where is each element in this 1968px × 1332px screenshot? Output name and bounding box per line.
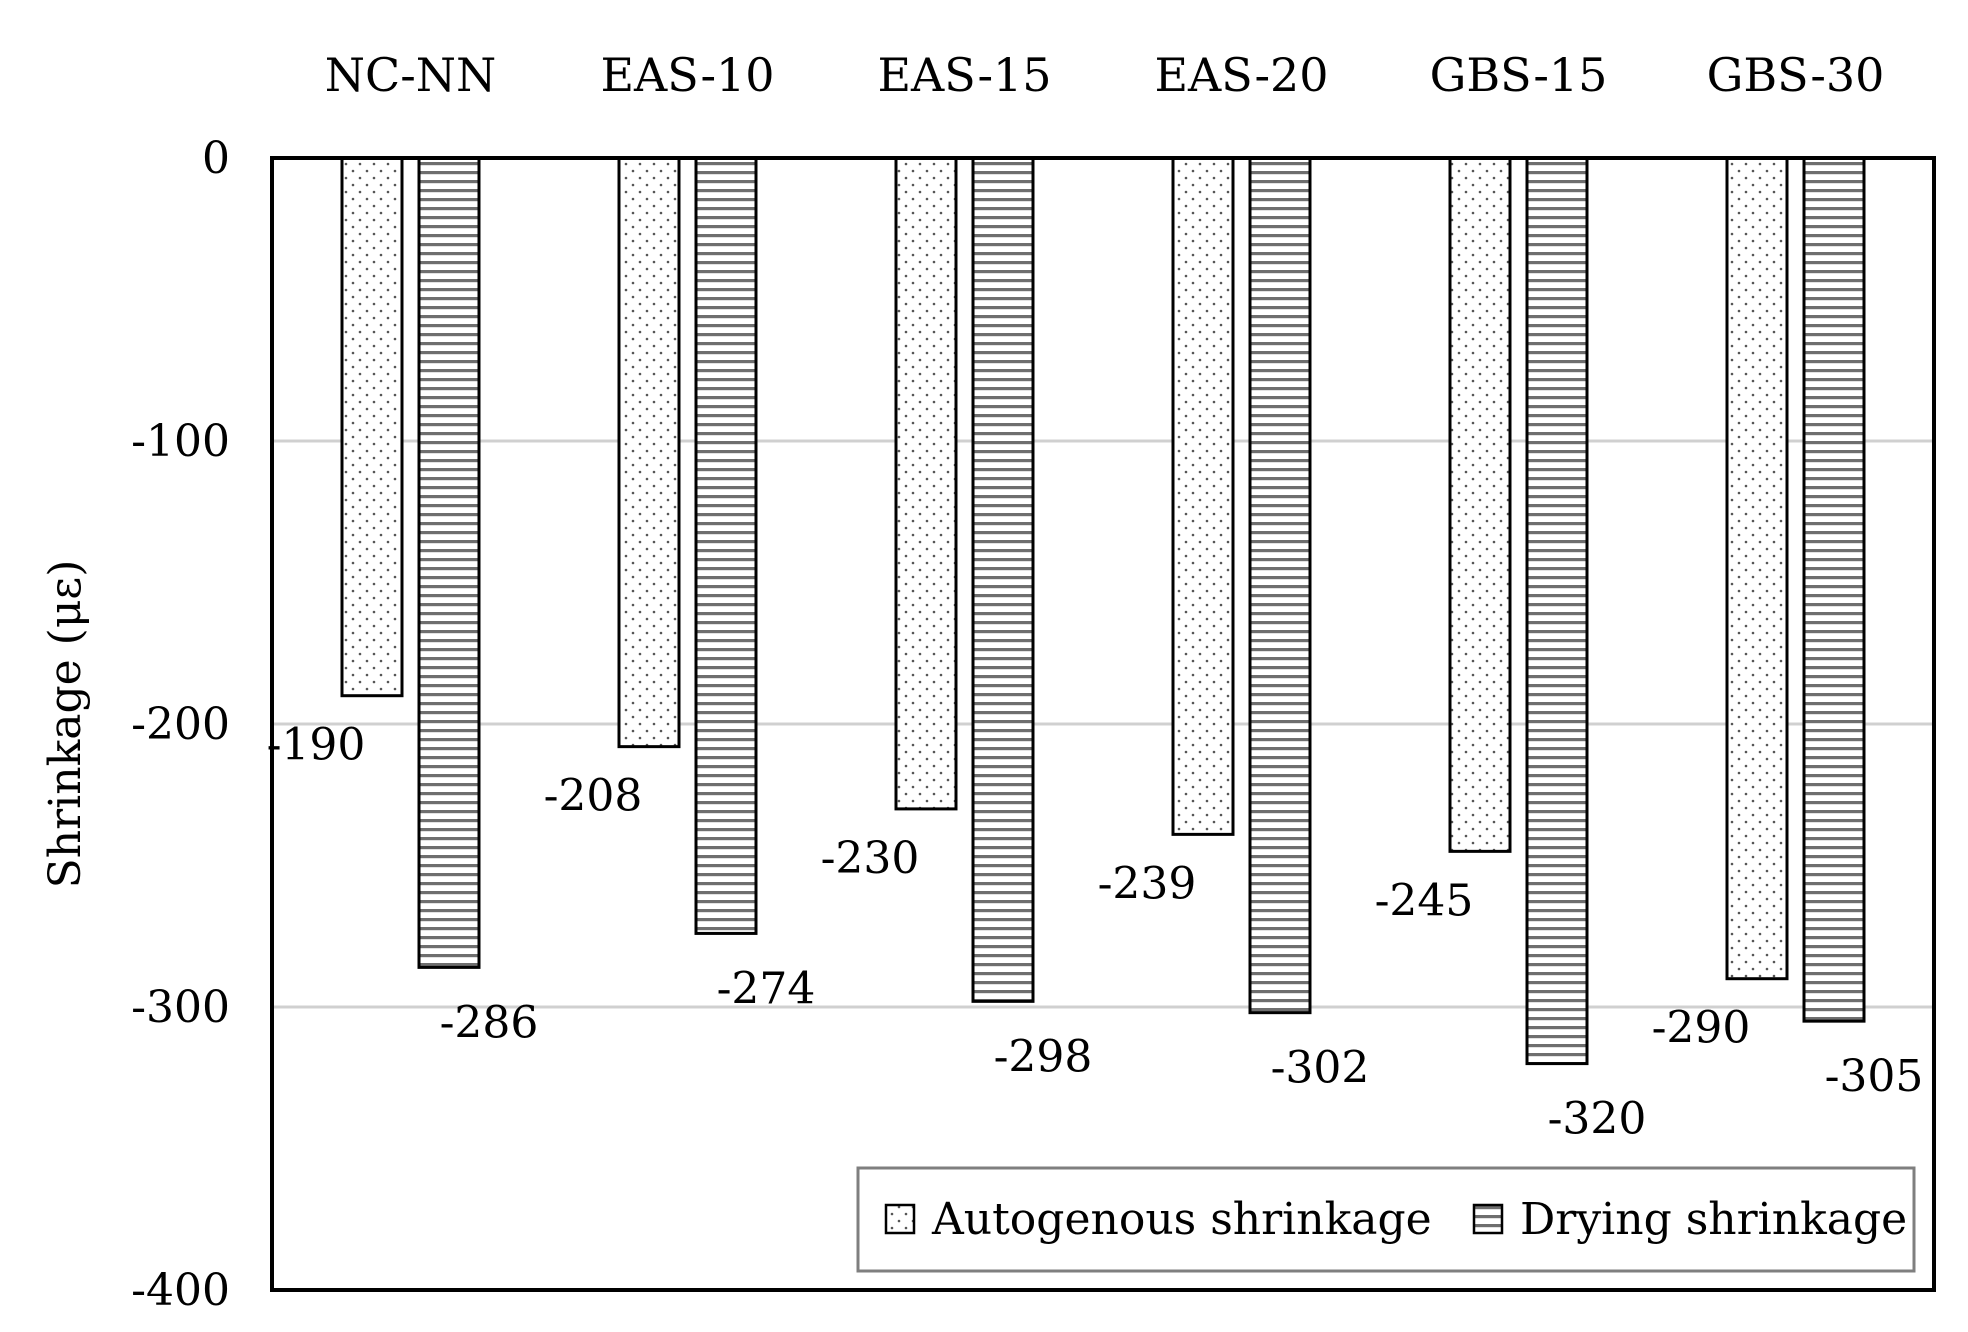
- legend-swatch-autogenous: [884, 1203, 916, 1235]
- data-label: -286: [440, 997, 539, 1048]
- legend-box: [856, 1166, 1916, 1273]
- data-label: -245: [1375, 875, 1474, 926]
- bar-drying: [971, 156, 1035, 1003]
- y-tick-label: -300: [131, 982, 230, 1033]
- bar-autogenous: [1725, 156, 1789, 981]
- data-label: -274: [717, 963, 816, 1014]
- plot-area-frame: [270, 156, 1936, 1292]
- data-label: -290: [1652, 1003, 1751, 1054]
- category-label: EAS-15: [877, 48, 1051, 102]
- data-labels: -190 -286 -208 -274 -230 -298 -239 -302 -245 -320…: [267, 720, 1924, 1145]
- y-tick-label: -100: [131, 416, 230, 467]
- data-label: -190: [267, 720, 366, 771]
- data-label: -320: [1548, 1094, 1647, 1145]
- legend-swatch-drying: [1472, 1203, 1504, 1235]
- y-tick-label: 0: [202, 133, 230, 184]
- category-label: NC-NN: [325, 48, 497, 102]
- legend: Autogenous shrinkage Drying shrinkage: [856, 1166, 1916, 1273]
- y-axis-title: Shrinkage (με): [40, 560, 91, 889]
- bar-autogenous: [1448, 156, 1512, 853]
- category-label: GBS-30: [1707, 48, 1885, 102]
- legend-label-autogenous: Autogenous shrinkage: [931, 1194, 1432, 1245]
- category-label: EAS-10: [600, 48, 774, 102]
- data-label: -208: [544, 771, 643, 822]
- category-label: GBS-15: [1430, 48, 1608, 102]
- data-label: -305: [1825, 1051, 1924, 1102]
- bar-drying: [1802, 156, 1866, 1023]
- bar-drying: [417, 156, 481, 969]
- bar-autogenous: [617, 156, 681, 749]
- legend-label-drying: Drying shrinkage: [1520, 1194, 1907, 1245]
- bar-autogenous: [894, 156, 958, 811]
- data-label: -298: [994, 1031, 1093, 1082]
- axis-ticks: 0 -100 -200 -300 -400 NC-NN EAS-10 EAS-15 EAS-20…: [131, 48, 1884, 1316]
- y-tick-label: -200: [131, 699, 230, 750]
- data-label: -230: [821, 833, 920, 884]
- bar-autogenous: [1171, 156, 1235, 836]
- bar-autogenous: [340, 156, 404, 698]
- y-tick-label: -400: [131, 1265, 230, 1316]
- gridlines: [272, 439, 1934, 1009]
- bar-drying: [1525, 156, 1589, 1066]
- data-label: -239: [1098, 858, 1197, 909]
- bars: [340, 156, 1866, 1066]
- category-label: EAS-20: [1154, 48, 1328, 102]
- bar-drying: [1248, 156, 1312, 1015]
- bar-drying: [694, 156, 758, 935]
- data-label: -302: [1271, 1043, 1370, 1094]
